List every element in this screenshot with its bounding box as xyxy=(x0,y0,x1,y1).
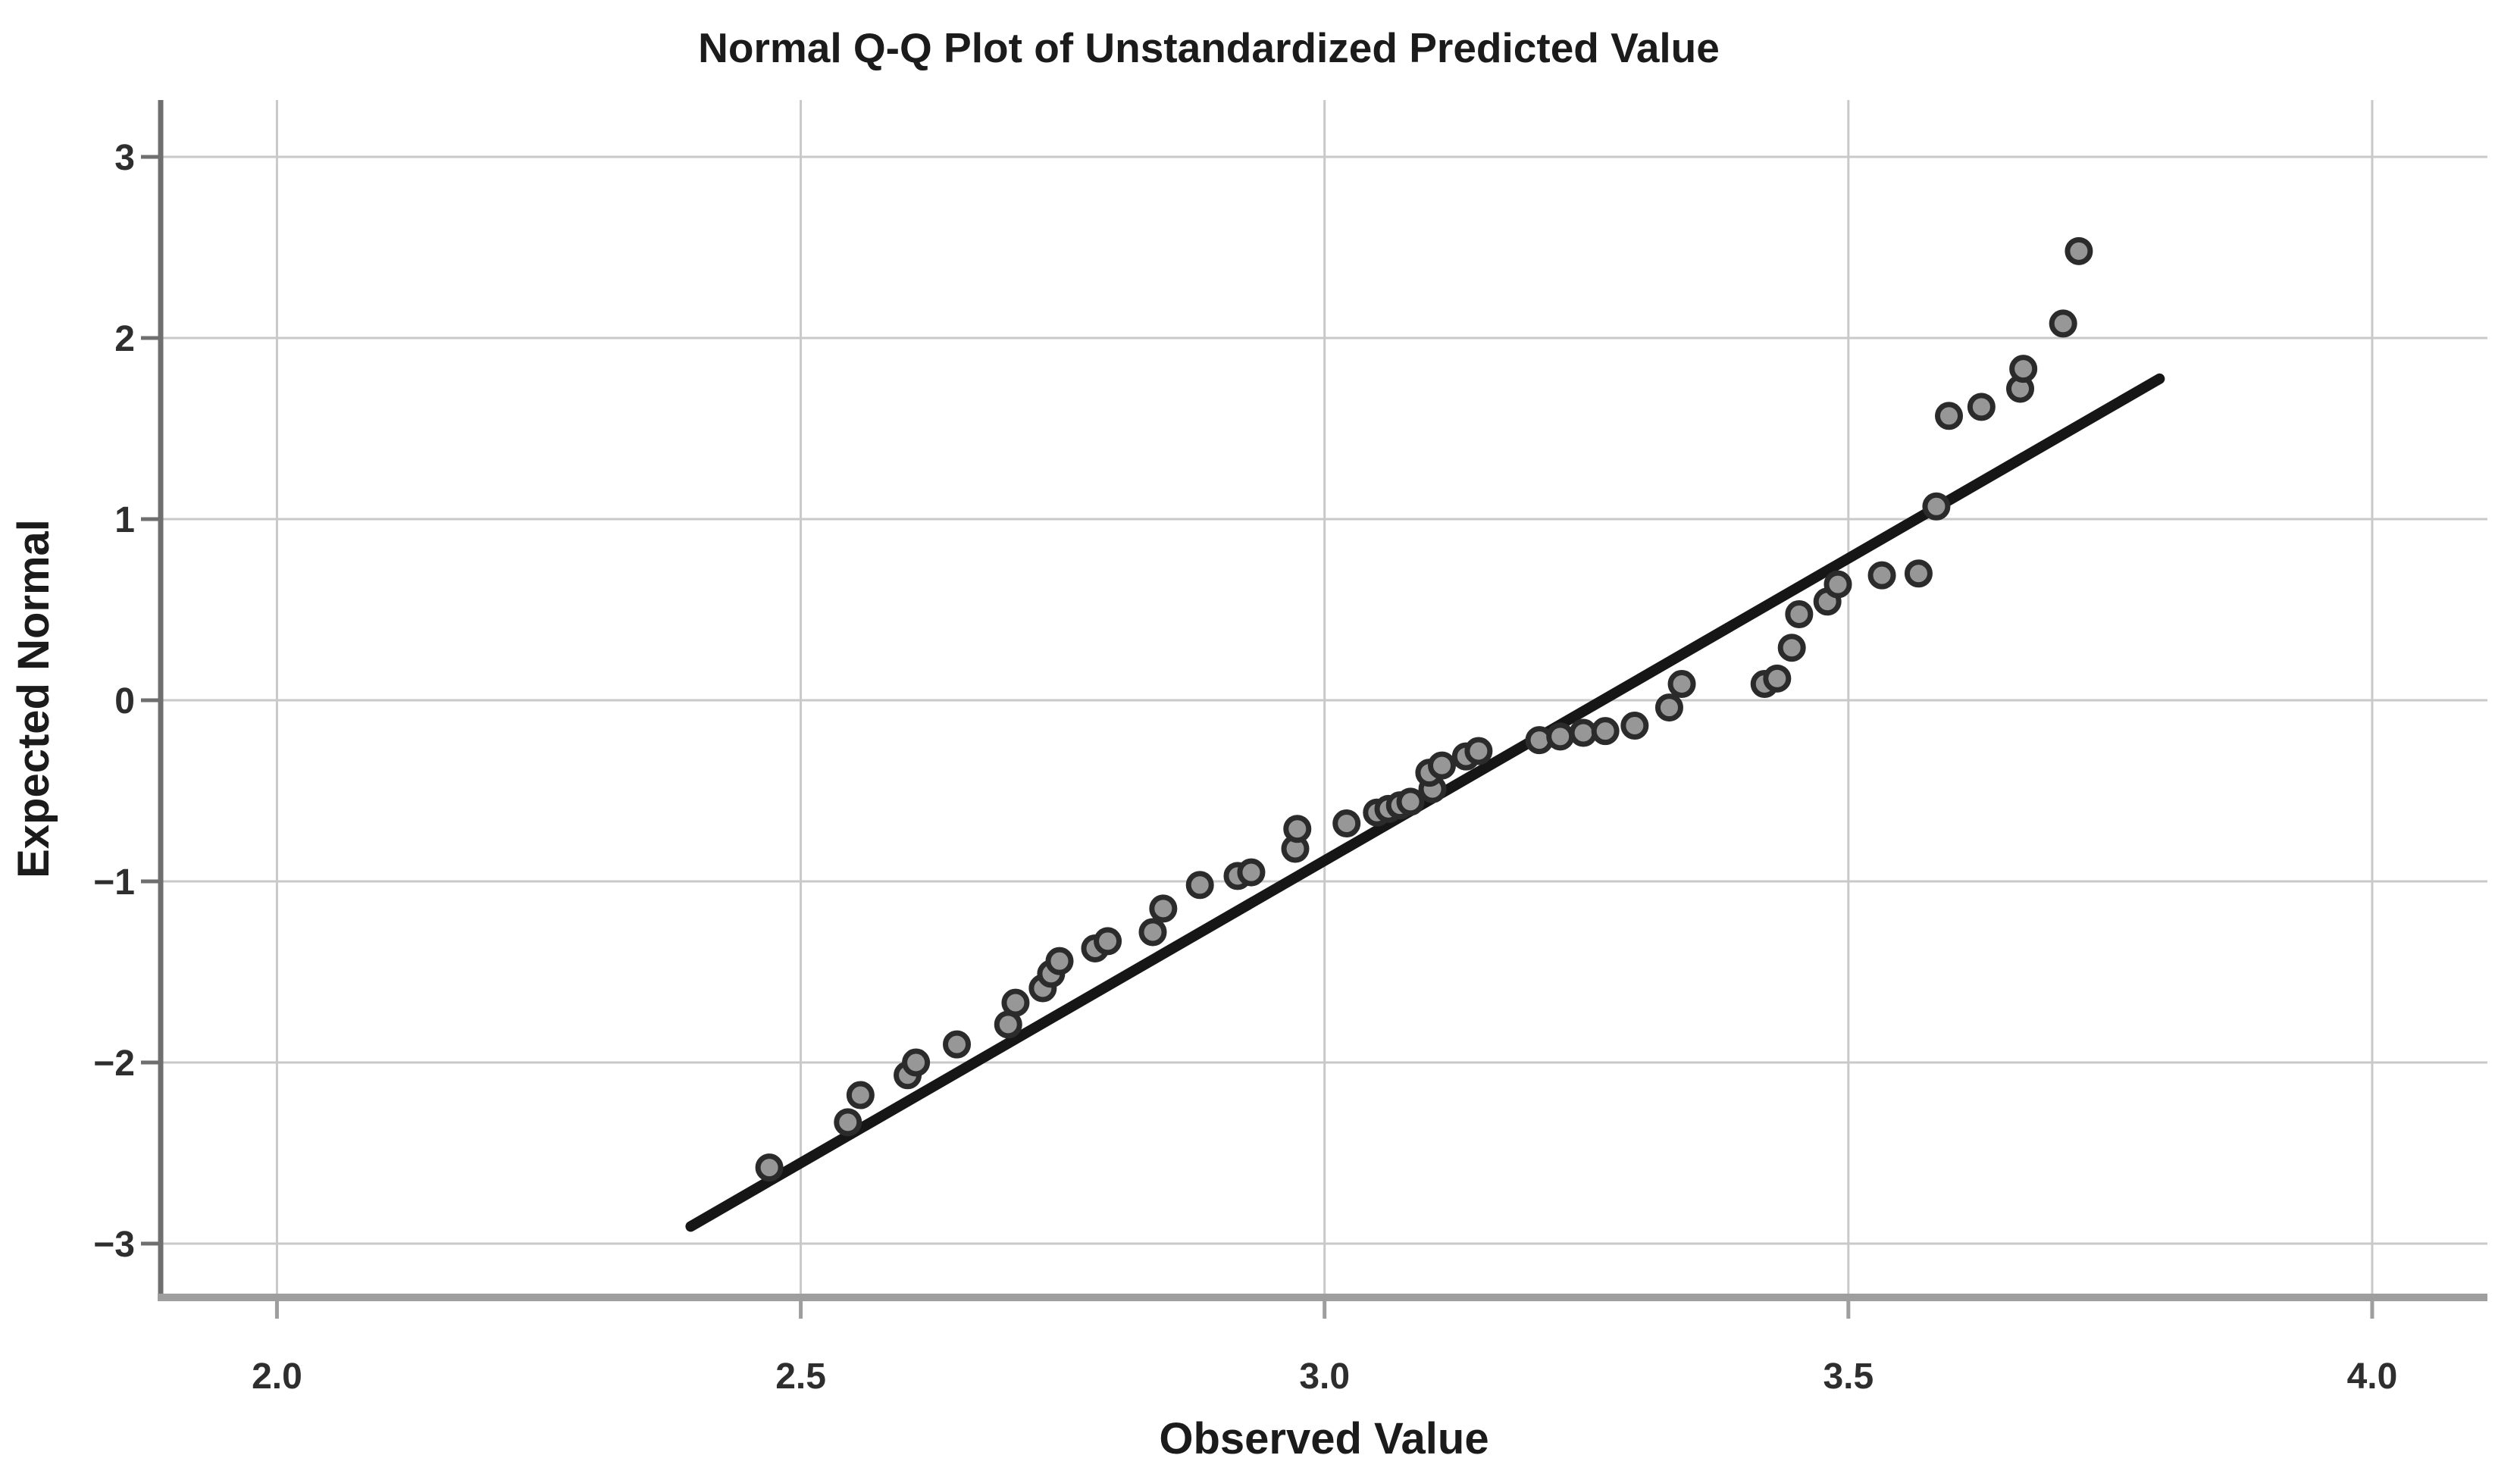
y-tick-label: 2 xyxy=(114,319,135,359)
data-point xyxy=(1001,988,1030,1017)
data-point xyxy=(2049,309,2077,338)
y-tick-label: 1 xyxy=(114,500,135,540)
tick-labels: 2.0 2.5 3.0 3.5 4.0 3 2 1 0 −1 −2 −3 xyxy=(93,138,2397,1397)
data-point xyxy=(902,1048,931,1077)
x-tick-label: 4.0 xyxy=(2347,1357,2398,1397)
y-tick-label: −2 xyxy=(93,1044,135,1084)
data-point xyxy=(1904,559,1933,588)
data-point xyxy=(755,1153,784,1182)
data-point xyxy=(1922,492,1951,521)
data-point xyxy=(1777,634,1806,662)
data-point xyxy=(1620,711,1649,740)
data-point xyxy=(943,1030,972,1059)
data-point xyxy=(1785,600,1814,629)
data-point xyxy=(1094,927,1122,956)
data-point xyxy=(1667,670,1696,699)
data-point xyxy=(1823,570,1852,599)
data-point xyxy=(1546,722,1575,751)
data-points-layer xyxy=(755,236,2093,1182)
x-tick-label: 2.5 xyxy=(775,1357,826,1397)
data-point xyxy=(2065,236,2093,265)
y-tick-label: 3 xyxy=(114,138,135,178)
y-tick-label: 0 xyxy=(114,681,135,721)
x-tick-label: 2.0 xyxy=(252,1357,302,1397)
x-tick-label: 3.0 xyxy=(1299,1357,1350,1397)
data-point xyxy=(1138,918,1167,947)
normality-reference-line xyxy=(685,373,2165,1232)
x-tick-label: 3.5 xyxy=(1823,1357,1874,1397)
reference-line-layer xyxy=(685,373,2165,1232)
data-point xyxy=(1569,718,1598,747)
gridlines xyxy=(161,100,2487,1297)
data-point xyxy=(834,1108,862,1137)
data-point xyxy=(1935,402,1964,430)
data-point xyxy=(846,1081,875,1109)
data-point xyxy=(1332,809,1361,838)
data-point xyxy=(1149,894,1178,923)
y-axis-title: Expected Normal xyxy=(9,519,58,878)
x-axis-title: Observed Value xyxy=(1159,1414,1489,1463)
chart-title: Normal Q-Q Plot of Unstandardized Predic… xyxy=(698,24,1720,71)
data-point xyxy=(1283,815,1312,843)
data-point xyxy=(1396,787,1425,816)
y-tick-label: −1 xyxy=(93,862,135,903)
data-point xyxy=(1185,871,1214,900)
y-tick-label: −3 xyxy=(93,1225,135,1265)
data-point xyxy=(1591,717,1620,746)
data-point xyxy=(1237,858,1266,887)
data-point xyxy=(1867,561,1896,590)
data-point xyxy=(1045,947,1074,975)
data-point xyxy=(1428,751,1457,780)
data-point xyxy=(1763,664,1792,693)
tick-marks xyxy=(141,155,2374,1319)
data-point xyxy=(1464,737,1493,765)
data-point xyxy=(1967,393,1996,421)
data-point xyxy=(1654,693,1683,722)
data-point xyxy=(2009,355,2038,383)
